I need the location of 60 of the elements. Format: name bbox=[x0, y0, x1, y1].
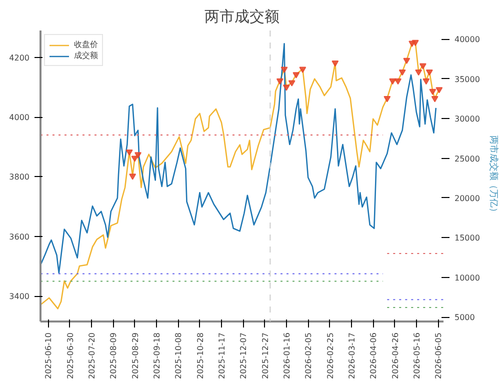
y2-tick-label: 20000 bbox=[454, 194, 480, 203]
x-tick-label: 2025-10-08 bbox=[174, 332, 184, 379]
y2-tick-label: 30000 bbox=[454, 114, 480, 124]
point bbox=[412, 40, 419, 46]
y2-tick-label: 35000 bbox=[454, 74, 480, 84]
x-tick-label: 2025-12-27 bbox=[260, 332, 270, 379]
x-tick-label: 2025-07-20 bbox=[87, 332, 96, 379]
x-tick-label: 2025-12-07 bbox=[239, 332, 248, 379]
x-tick-label: 2025-09-18 bbox=[152, 332, 162, 379]
point bbox=[292, 72, 300, 78]
x-tick-label: 2026-04-26 bbox=[390, 332, 400, 379]
y-tick-label: 3600 bbox=[9, 232, 30, 242]
y2-tick-label: 25000 bbox=[454, 154, 480, 164]
point bbox=[403, 58, 410, 64]
point bbox=[389, 78, 396, 85]
point bbox=[288, 80, 296, 86]
y-tick-label: 3800 bbox=[9, 172, 30, 182]
legend-label: 成交额 bbox=[74, 50, 98, 61]
y-tick-label: 4000 bbox=[9, 113, 30, 122]
x-tick-label: 2026-03-17 bbox=[347, 332, 356, 379]
x-tick-label: 2026-01-16 bbox=[282, 332, 292, 379]
legend-label: 收盘价 bbox=[74, 39, 98, 50]
point bbox=[415, 69, 422, 76]
x-tick-label: 2026-05-16 bbox=[412, 332, 422, 379]
x-tick-label: 2025-08-29 bbox=[130, 332, 140, 379]
x-tick-label: 2026-02-25 bbox=[326, 332, 335, 379]
x-tick-label: 2025-08-09 bbox=[109, 332, 118, 379]
point bbox=[394, 78, 402, 85]
chart-title: 两市成交额 bbox=[204, 8, 280, 26]
y2-tick-label: 15000 bbox=[454, 234, 480, 243]
point bbox=[129, 174, 136, 180]
point bbox=[384, 96, 391, 102]
x-tick-label: 2025-10-28 bbox=[196, 332, 205, 379]
x-tick-label: 2025-06-10 bbox=[44, 332, 54, 379]
point bbox=[280, 66, 288, 73]
point bbox=[126, 149, 133, 156]
y-tick-label: 4200 bbox=[9, 53, 30, 62]
point bbox=[419, 63, 426, 70]
point bbox=[276, 78, 284, 85]
y2-axis-title: 两市成交额（万亿） bbox=[488, 136, 499, 216]
x-tick-label: 2025-11-17 bbox=[217, 332, 226, 379]
point bbox=[422, 78, 430, 85]
point bbox=[131, 156, 138, 162]
point bbox=[332, 60, 339, 67]
x-tick-label: 2026-02-05 bbox=[304, 332, 314, 379]
y2-tick-label: 5000 bbox=[454, 313, 475, 322]
point bbox=[431, 96, 438, 102]
x-tick-label: 2026-06-05 bbox=[434, 332, 444, 379]
point bbox=[398, 69, 406, 76]
point bbox=[282, 84, 290, 91]
point bbox=[299, 66, 306, 73]
x-tick-label: 2026-04-06 bbox=[369, 332, 378, 379]
y2-tick-label: 10000 bbox=[454, 273, 480, 282]
y2-tick-label: 40000 bbox=[454, 35, 480, 44]
point bbox=[134, 152, 142, 158]
point bbox=[429, 88, 436, 96]
y-tick-label: 3400 bbox=[9, 292, 30, 302]
x-tick-label: 2025-06-30 bbox=[66, 332, 75, 379]
point bbox=[426, 69, 433, 76]
point bbox=[436, 87, 443, 94]
